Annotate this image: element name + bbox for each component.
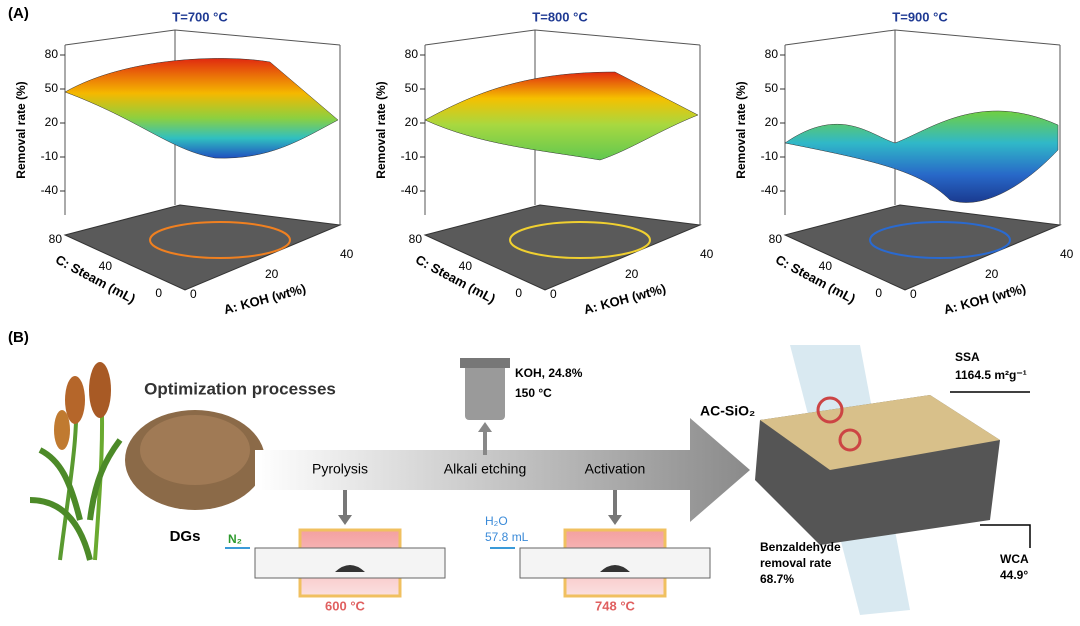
- wca-label: WCA: [1000, 552, 1029, 566]
- z-tick-label: 80: [45, 47, 59, 61]
- surface: [784, 110, 1059, 203]
- pyrolysis-gas: N₂: [228, 532, 242, 546]
- autoclave: [460, 358, 510, 455]
- x-tick-label: 20: [625, 267, 639, 281]
- z-tick-label: -10: [41, 149, 59, 163]
- product-name: AC-SiO₂: [700, 403, 755, 419]
- x-tick-label: 20: [265, 267, 279, 281]
- z-tick-label: 50: [45, 81, 59, 95]
- contour-line: [149, 221, 291, 259]
- x-axis-label: A: KOH (wt%): [222, 281, 308, 317]
- x-axis-label: A: KOH (wt%): [942, 281, 1028, 317]
- x-tick-label: 0: [550, 287, 557, 301]
- etching-reagent: KOH, 24.8%: [515, 366, 583, 380]
- y-tick-label: 80: [49, 232, 63, 246]
- feedstock-label: DGs: [170, 528, 201, 545]
- y-tick-label: 0: [155, 286, 162, 300]
- contour-line: [869, 221, 1011, 259]
- panel-label: (A): [8, 5, 29, 22]
- removal-value: 68.7%: [760, 572, 794, 586]
- z-tick-label: -40: [401, 183, 419, 197]
- z-tick-label: 50: [765, 81, 779, 95]
- ssa-label: SSA: [955, 350, 980, 364]
- contour-floor: [423, 204, 702, 291]
- activation-volume: 57.8 mL: [485, 530, 529, 544]
- pyrolysis-temperature: 600 °C: [325, 598, 366, 613]
- plot-title: T=700 °C: [172, 9, 228, 24]
- z-tick-label: 20: [45, 115, 59, 129]
- y-tick-label: 80: [769, 232, 783, 246]
- ssa-value: 1164.5 m²g⁻¹: [955, 368, 1027, 382]
- step-label: Pyrolysis: [312, 461, 368, 477]
- x-tick-label: 40: [700, 247, 714, 261]
- x-tick-label: 0: [910, 287, 917, 301]
- wca-value: 44.9°: [1000, 568, 1028, 582]
- sorghum-illustration: [29, 362, 265, 561]
- activation-temperature: 748 °C: [595, 598, 636, 613]
- x-tick-label: 40: [1060, 247, 1074, 261]
- x-tick-label: 20: [985, 267, 999, 281]
- plot-title: T=900 °C: [892, 9, 948, 24]
- y-tick-label: 0: [875, 286, 882, 300]
- panel-label: (B): [8, 329, 29, 346]
- surface-plots: T=700 °C 80 50 20 -10 -40 Removal rate (%) 80 40…: [14, 9, 1074, 317]
- process-title: Optimization processes: [144, 379, 336, 398]
- z-tick-label: -40: [41, 183, 59, 197]
- z-tick-label: 20: [405, 115, 419, 129]
- activation-agent: H₂O: [485, 514, 508, 528]
- furnaces: [225, 490, 711, 598]
- plot-title: T=800 °C: [532, 9, 588, 24]
- removal-label: Benzaldehyde: [760, 540, 841, 554]
- z-tick-label: 80: [765, 47, 779, 61]
- z-axis-label: Removal rate (%): [734, 81, 748, 178]
- y-tick-label: 0: [515, 286, 522, 300]
- z-tick-label: -40: [761, 183, 779, 197]
- porous-material: [755, 345, 1031, 615]
- surface: [424, 71, 699, 161]
- z-tick-label: 80: [405, 47, 419, 61]
- z-tick-label: -10: [401, 149, 419, 163]
- step-label: Activation: [585, 461, 646, 477]
- z-tick-label: -10: [761, 149, 779, 163]
- x-tick-label: 0: [190, 287, 197, 301]
- z-tick-label: 50: [405, 81, 419, 95]
- process-arrow: [255, 418, 750, 522]
- y-tick-label: 40: [819, 259, 833, 273]
- x-tick-label: 40: [340, 247, 354, 261]
- contour-floor: [63, 204, 342, 291]
- surface: [64, 58, 339, 159]
- step-label: Alkali etching: [444, 461, 527, 477]
- removal-label: removal rate: [760, 556, 832, 570]
- y-tick-label: 40: [459, 259, 473, 273]
- contour-line: [509, 221, 651, 259]
- z-axis-label: Removal rate (%): [14, 81, 28, 178]
- y-tick-label: 80: [409, 232, 423, 246]
- z-axis-label: Removal rate (%): [374, 81, 388, 178]
- x-axis-label: A: KOH (wt%): [582, 281, 668, 317]
- etching-temperature: 150 °C: [515, 386, 552, 400]
- z-tick-label: 20: [765, 115, 779, 129]
- axis-box: [784, 29, 1061, 225]
- y-tick-label: 40: [99, 259, 113, 273]
- contour-floor: [783, 204, 1062, 291]
